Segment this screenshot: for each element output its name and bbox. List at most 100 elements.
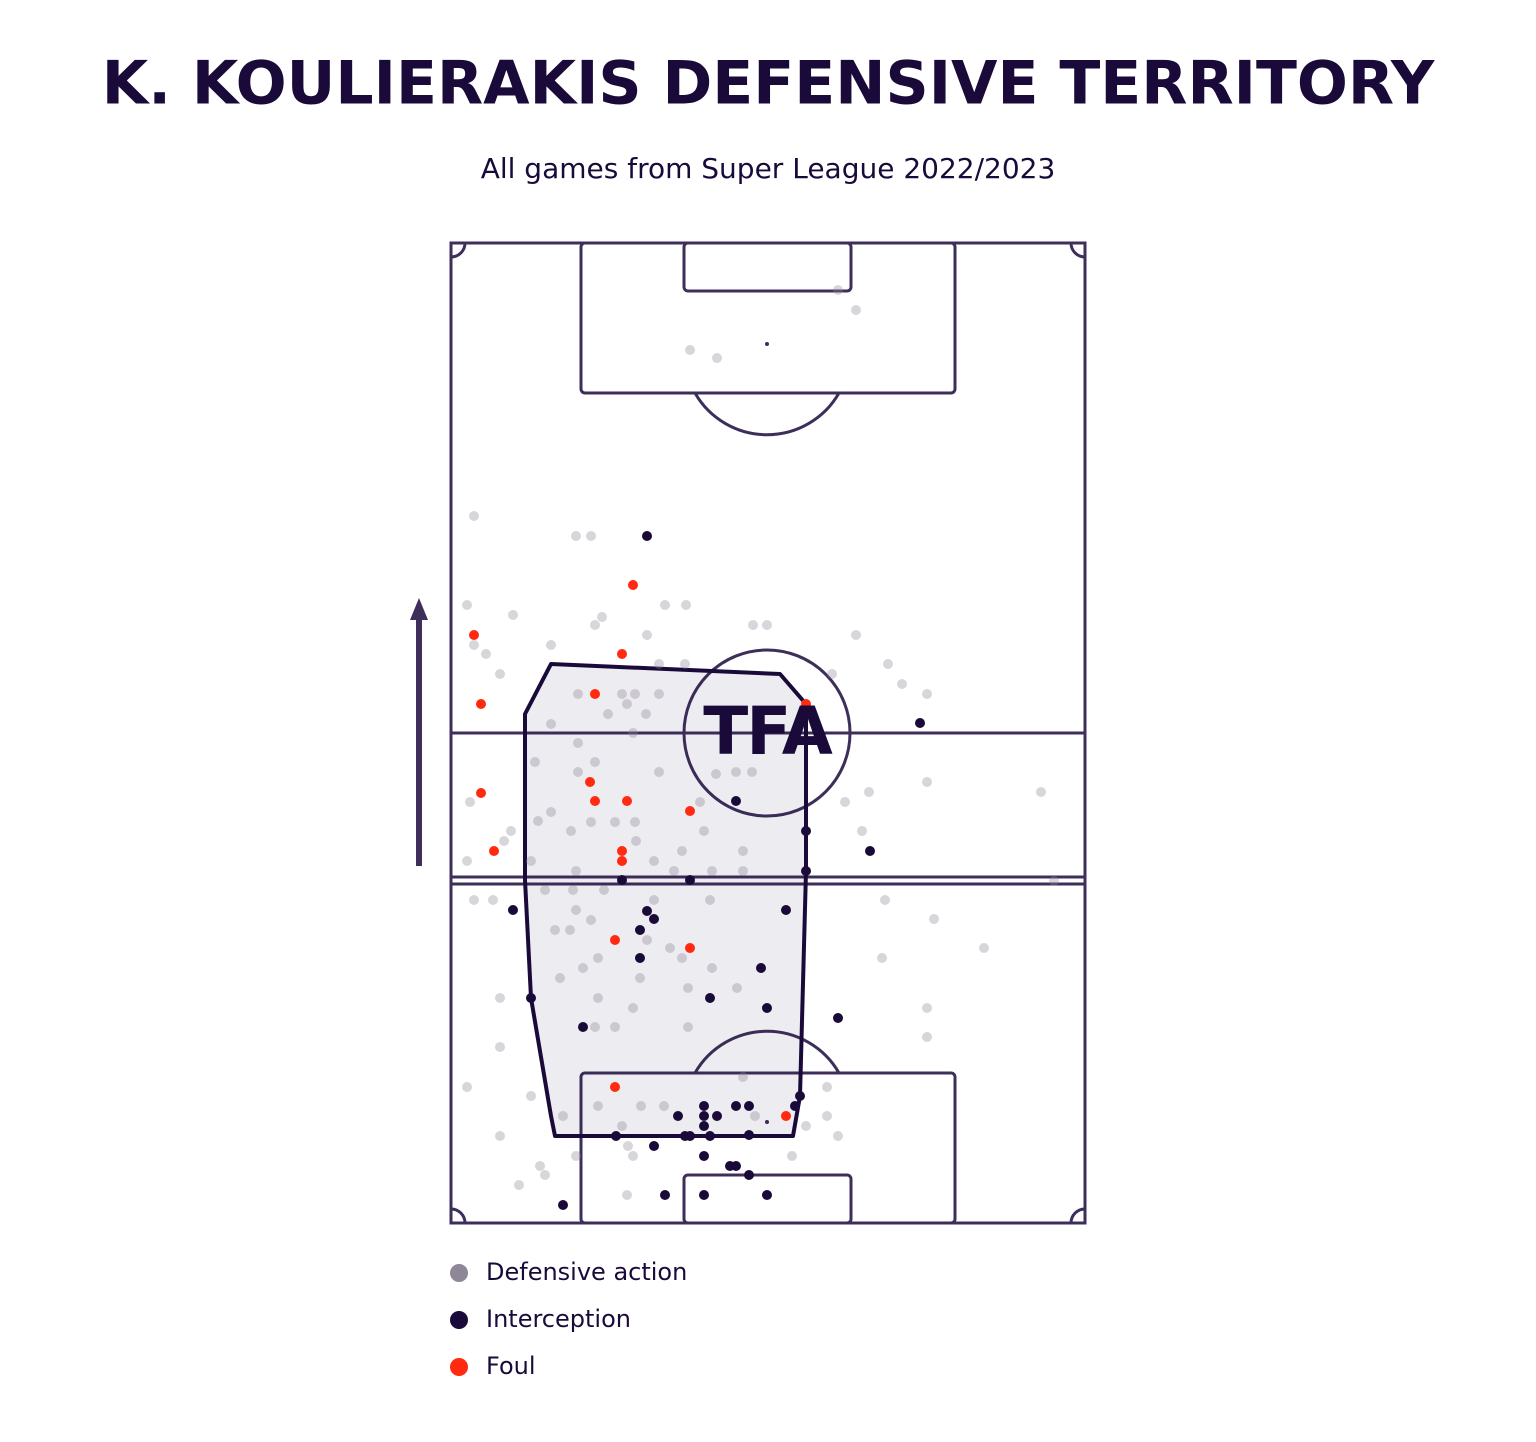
data-point — [540, 1170, 550, 1180]
data-point — [705, 993, 715, 1003]
legend-label: Defensive action — [486, 1258, 687, 1286]
data-point — [642, 906, 652, 916]
six-yard-box — [682, 1173, 853, 1225]
data-point — [660, 1190, 670, 1200]
legend-marker — [450, 1264, 468, 1282]
data-point — [677, 953, 687, 963]
data-point — [681, 600, 691, 610]
data-point — [617, 846, 627, 856]
data-point — [660, 600, 670, 610]
direction-arrow-head — [410, 598, 428, 620]
data-point — [801, 826, 811, 836]
data-point — [922, 689, 932, 699]
data-point — [685, 806, 695, 816]
data-point — [526, 856, 536, 866]
data-point — [488, 895, 498, 905]
data-point — [631, 836, 641, 846]
data-point — [566, 826, 576, 836]
data-point — [922, 1003, 932, 1013]
data-point — [462, 856, 472, 866]
data-point — [610, 935, 620, 945]
data-point — [586, 817, 596, 827]
data-point — [550, 925, 560, 935]
data-point — [635, 973, 645, 983]
data-point — [481, 649, 491, 659]
penalty-spot — [765, 1120, 769, 1124]
data-point — [654, 689, 664, 699]
data-point — [883, 659, 893, 669]
data-point — [573, 689, 583, 699]
data-point — [795, 1091, 805, 1101]
data-point — [790, 1101, 800, 1111]
data-point — [622, 796, 632, 806]
data-point — [506, 826, 516, 836]
data-point — [489, 846, 499, 856]
data-point — [535, 1161, 545, 1171]
legend: Defensive action Interception Foul — [450, 1258, 687, 1380]
data-point — [603, 709, 613, 719]
data-point — [622, 699, 632, 709]
data-point — [465, 797, 475, 807]
data-point — [590, 796, 600, 806]
six-yard-box — [682, 241, 853, 293]
data-point — [585, 777, 595, 787]
data-point — [546, 719, 556, 729]
data-point — [495, 1131, 505, 1141]
data-point — [499, 836, 509, 846]
data-point — [1036, 787, 1046, 797]
data-point — [642, 935, 652, 945]
data-point — [628, 580, 638, 590]
data-point — [610, 1022, 620, 1032]
data-point — [617, 1121, 627, 1131]
data-point — [568, 885, 578, 895]
data-point — [677, 846, 687, 856]
data-point — [840, 797, 850, 807]
data-point — [669, 866, 679, 876]
data-point — [833, 1013, 843, 1023]
data-point — [635, 925, 645, 935]
data-point — [744, 1101, 754, 1111]
data-point — [695, 797, 705, 807]
data-point — [699, 1190, 709, 1200]
data-point — [827, 669, 837, 679]
data-point — [750, 1111, 760, 1121]
data-point — [685, 875, 695, 885]
data-point — [565, 925, 575, 935]
data-point — [699, 1121, 709, 1131]
data-point — [573, 767, 583, 777]
data-point — [533, 816, 543, 826]
data-point — [617, 649, 627, 659]
data-point — [623, 1141, 633, 1151]
data-point — [801, 699, 811, 709]
data-point — [880, 895, 890, 905]
data-point — [469, 511, 479, 521]
data-point — [508, 610, 518, 620]
data-point — [699, 826, 709, 836]
data-point — [711, 769, 721, 779]
data-point — [546, 640, 556, 650]
data-point — [469, 895, 479, 905]
data-point — [622, 1190, 632, 1200]
data-point — [571, 905, 581, 915]
data-point — [744, 1170, 754, 1180]
data-point — [571, 1151, 581, 1161]
legend-label: Foul — [486, 1352, 536, 1380]
data-point — [546, 807, 556, 817]
data-point — [822, 1111, 832, 1121]
chart-title: K. KOULIERAKIS DEFENSIVE TERRITORY — [102, 49, 1436, 119]
data-point — [628, 1003, 638, 1013]
data-point — [555, 973, 565, 983]
data-point — [685, 1131, 695, 1141]
data-point — [476, 788, 486, 798]
data-point — [833, 285, 843, 295]
data-point — [649, 914, 659, 924]
data-point — [748, 620, 758, 630]
data-point — [699, 1151, 709, 1161]
data-point — [514, 1180, 524, 1190]
data-point — [642, 531, 652, 541]
data-point — [756, 963, 766, 973]
legend-label: Interception — [486, 1305, 631, 1333]
data-point — [593, 1101, 603, 1111]
data-point — [526, 993, 536, 1003]
